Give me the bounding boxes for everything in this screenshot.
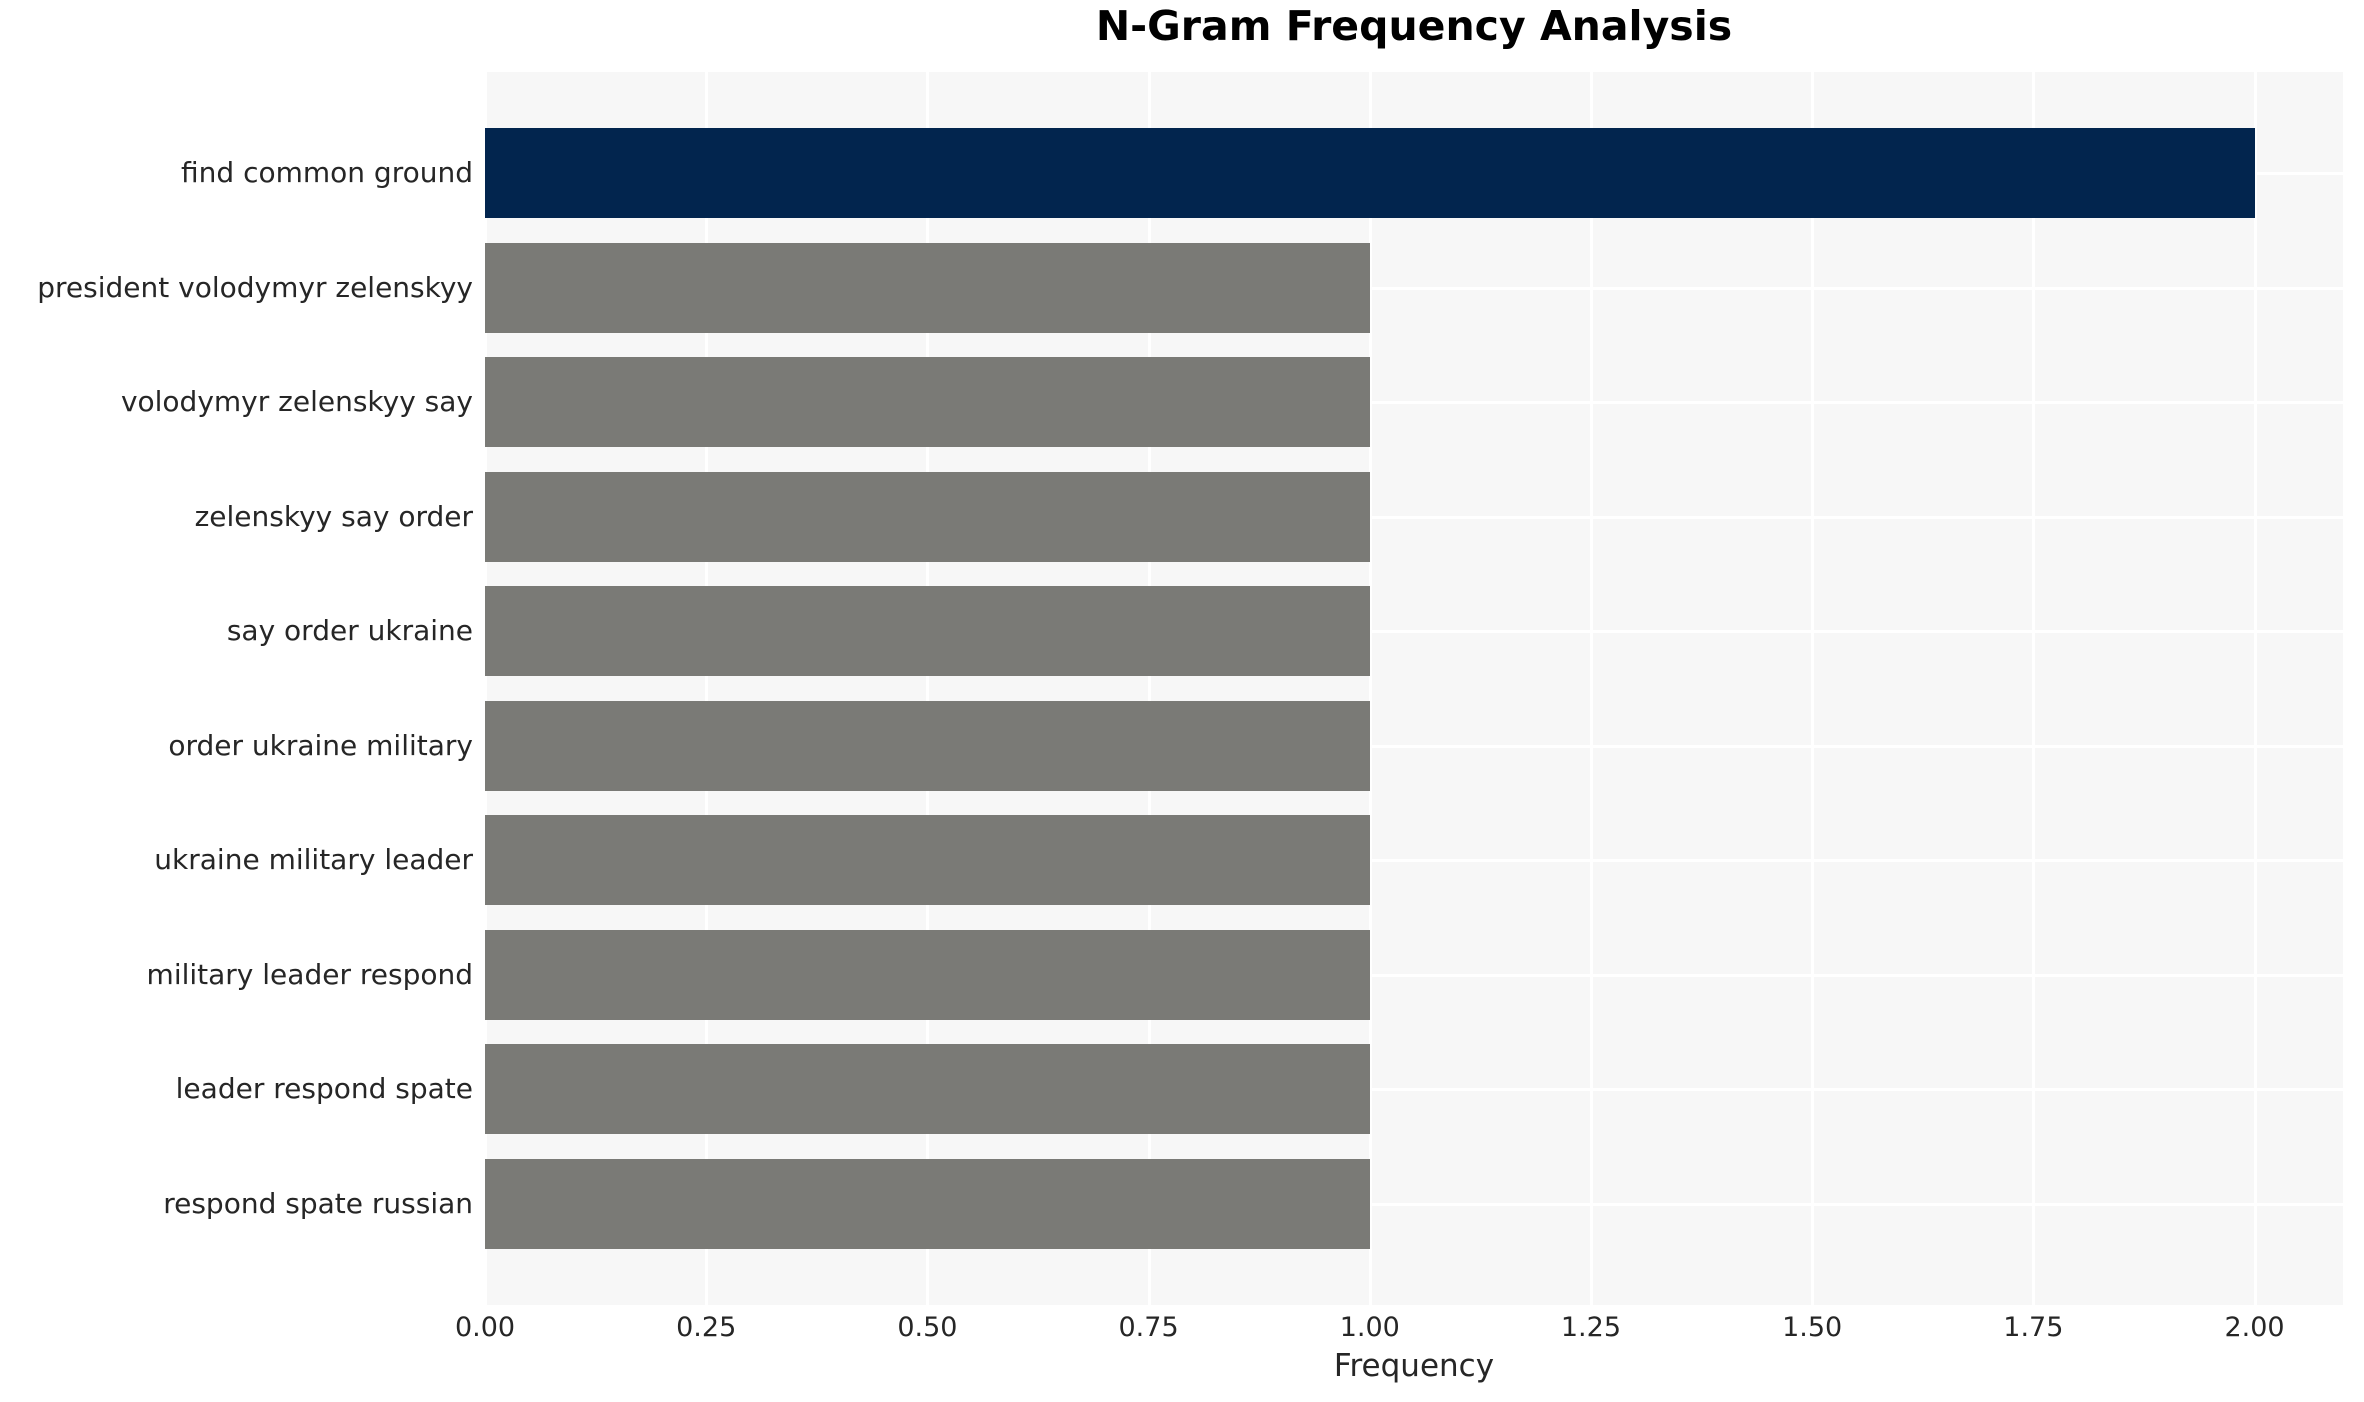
bar-president-volodymyr-zelenskyy — [485, 242, 1370, 333]
y-axis-label: order ukraine military — [168, 728, 473, 762]
chart-title: N-Gram Frequency Analysis — [1095, 2, 1733, 50]
gridline-vertical — [1589, 72, 1593, 1305]
y-axis-label: respond spate russian — [163, 1187, 473, 1220]
gridline-vertical — [705, 72, 709, 1305]
bar-zelenskyy-say-order — [485, 471, 1370, 562]
gridline-horizontal — [485, 401, 2343, 405]
gridline-vertical — [2032, 72, 2036, 1305]
y-axis-label: military leader respond — [146, 957, 473, 991]
gridline-horizontal — [485, 1088, 2343, 1092]
y-axis-label: ukraine military leader — [154, 843, 473, 877]
y-axis-label: find common ground — [181, 156, 473, 189]
gridline-vertical — [1147, 72, 1151, 1305]
x-tick-label: 2.00 — [2224, 1312, 2285, 1343]
y-axis-label: say order ukraine — [226, 614, 473, 648]
bar-respond-spate-russian — [485, 1159, 1370, 1249]
gridline-horizontal — [485, 515, 2343, 519]
gridline-horizontal — [485, 1203, 2343, 1206]
x-tick-label: 0.25 — [676, 1312, 737, 1343]
x-tick-label: 1.50 — [1782, 1312, 1843, 1343]
y-axis-label: zelenskyy say order — [194, 499, 473, 533]
x-tick-label: 1.25 — [1560, 1312, 1621, 1343]
gridline-vertical — [2253, 72, 2257, 1305]
x-tick-label: 0.50 — [897, 1312, 958, 1343]
x-axis-title: Frequency — [1333, 1348, 1495, 1384]
x-tick-label: 0.75 — [1118, 1312, 1179, 1343]
plot-panel — [485, 72, 2343, 1305]
bar-leader-respond-spate — [485, 1044, 1370, 1135]
y-axis-label: leader respond spate — [175, 1072, 473, 1106]
gridline-vertical — [1368, 72, 1372, 1305]
gridline-horizontal — [485, 286, 2343, 290]
gridline-horizontal — [485, 630, 2343, 634]
bar-military-leader-respond — [485, 929, 1370, 1020]
y-axis-label: president volodymyr zelenskyy — [37, 270, 473, 304]
gridline-vertical — [1811, 72, 1815, 1305]
bar-ukraine-military-leader — [485, 815, 1370, 906]
bar-order-ukraine-military — [485, 700, 1370, 791]
gridline-horizontal — [485, 973, 2343, 977]
bar-find-common-ground — [485, 128, 2255, 218]
gridline-vertical — [926, 72, 930, 1305]
gridline-vertical — [485, 72, 487, 1305]
gridline-horizontal — [485, 859, 2343, 863]
x-axis-ticks: 0.00 0.25 0.50 0.75 1.00 1.25 1.50 1.75 2.00 — [455, 1312, 2343, 1346]
bar-say-order-ukraine — [485, 586, 1370, 677]
x-tick-label: 1.75 — [2003, 1312, 2064, 1343]
x-tick-label: 1.00 — [1339, 1312, 1400, 1343]
y-axis-label: volodymyr zelenskyy say — [120, 385, 473, 419]
y-axis-labels: find common ground president volodymyr ze… — [0, 72, 473, 1305]
gridline-horizontal — [485, 744, 2343, 748]
x-tick-label: 0.00 — [454, 1312, 516, 1343]
bar-volodymyr-zelenskyy-say — [485, 357, 1370, 448]
